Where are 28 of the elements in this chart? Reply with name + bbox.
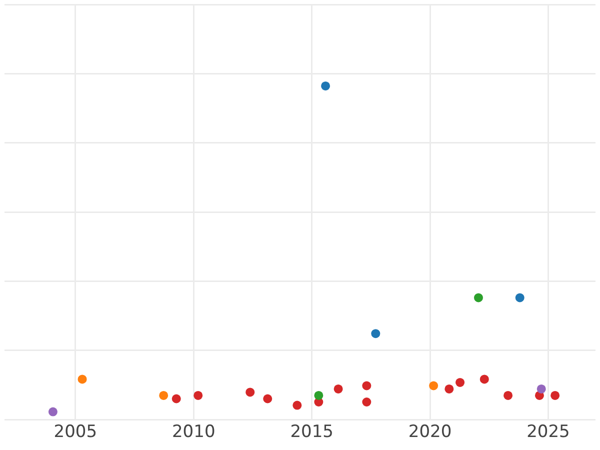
- point: [263, 394, 272, 404]
- point: [246, 388, 255, 397]
- point: [321, 81, 330, 90]
- point: [172, 394, 181, 404]
- point: [429, 381, 438, 390]
- point: [474, 293, 483, 302]
- point: [292, 400, 302, 410]
- point: [362, 398, 372, 407]
- point: [334, 384, 343, 394]
- point: [456, 378, 465, 387]
- point: [371, 329, 380, 338]
- point: [78, 374, 87, 384]
- point: [515, 293, 524, 302]
- point: [194, 390, 203, 400]
- point: [536, 384, 546, 394]
- point: [362, 381, 372, 390]
- x-tick-label: 2005: [54, 422, 98, 442]
- x-tick-label: 2015: [290, 422, 334, 442]
- point: [480, 374, 489, 384]
- point: [48, 407, 58, 416]
- x-tick-label: 2025: [526, 422, 570, 442]
- point: [550, 390, 560, 400]
- point: [159, 390, 168, 400]
- point: [314, 390, 324, 400]
- point: [444, 384, 454, 394]
- x-tick-label: 2020: [408, 422, 452, 442]
- point: [504, 390, 513, 400]
- x-tick-label: 2010: [172, 422, 216, 442]
